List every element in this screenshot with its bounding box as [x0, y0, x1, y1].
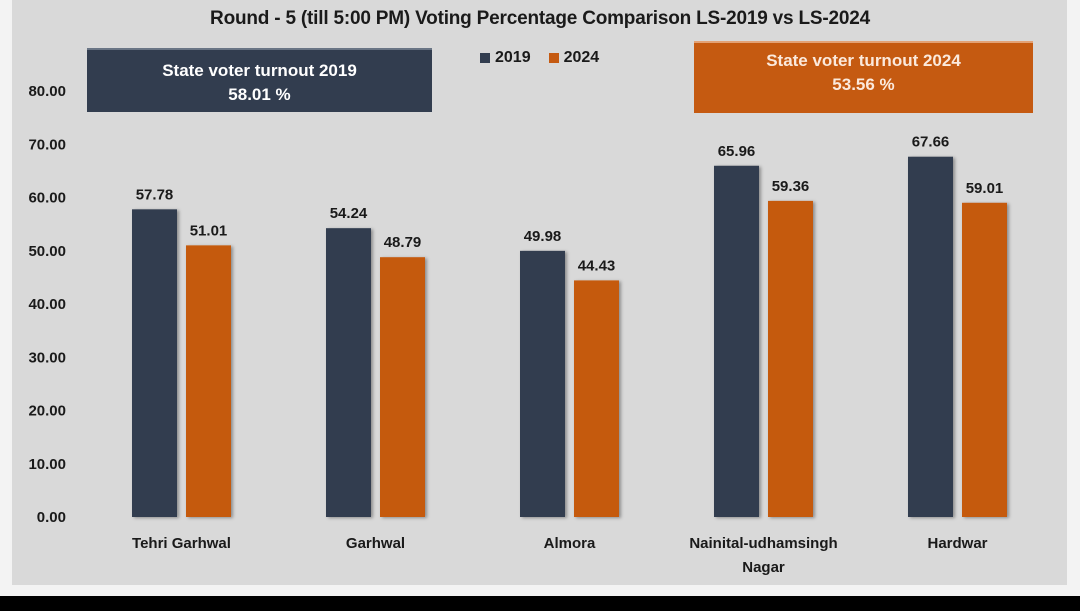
bar-2019-2 — [520, 250, 565, 517]
state-turnout-2019-box: State voter turnout 2019 58.01 % — [87, 48, 432, 112]
legend-swatch-2024 — [548, 53, 559, 63]
state-turnout-2019-title: State voter turnout 2019 — [162, 61, 357, 80]
bottom-black-bar — [0, 596, 1080, 611]
bar-2019-4 — [908, 156, 953, 517]
y-tick-label: 70.00 — [28, 136, 66, 153]
y-tick-label: 50.00 — [28, 243, 66, 260]
category-label: Nagar — [742, 559, 785, 576]
data-label-2019: 49.98 — [524, 228, 562, 245]
bar-2019-3 — [714, 165, 759, 517]
y-tick-label: 30.00 — [28, 349, 66, 366]
data-label-2024: 59.01 — [966, 180, 1004, 197]
data-label-2019: 54.24 — [330, 205, 368, 222]
state-turnout-2024-title: State voter turnout 2024 — [766, 51, 961, 70]
category-label: Tehri Garhwal — [132, 535, 231, 552]
bar-2024-3 — [768, 200, 813, 517]
data-label-2024: 44.43 — [578, 257, 616, 274]
y-tick-label: 60.00 — [28, 190, 66, 207]
bar-2019-1 — [326, 228, 371, 517]
bars: 57.78 51.01 54.24 48.79 49.98 44.43 65.96 59.36… — [132, 134, 1007, 518]
state-turnout-2019-value: 58.01 % — [228, 85, 291, 104]
chart-title: Round - 5 (till 5:00 PM) Voting Percenta… — [210, 8, 870, 29]
data-label-2019: 57.78 — [136, 186, 174, 203]
bar-2024-2 — [574, 280, 619, 517]
y-tick-label: 10.00 — [28, 456, 66, 473]
state-turnout-2024-value: 53.56 % — [832, 75, 895, 94]
chart-legend: 2019 2024 — [480, 49, 599, 67]
category-label: Garhwal — [346, 535, 405, 552]
legend-item-2024: 2024 — [548, 49, 600, 67]
data-label-2024: 51.01 — [190, 222, 228, 239]
bar-2019-0 — [132, 209, 177, 517]
y-tick-label: 0.00 — [37, 509, 66, 526]
category-label: Almora — [544, 535, 596, 552]
bar-2024-0 — [186, 245, 231, 517]
data-label-2019: 67.66 — [912, 134, 950, 151]
legend-swatch-2019 — [480, 53, 490, 63]
data-label-2019: 65.96 — [718, 143, 756, 160]
legend-label-2024: 2024 — [563, 49, 600, 66]
legend-item-2019: 2019 — [480, 49, 531, 67]
y-tick-label: 40.00 — [28, 296, 66, 313]
y-tick-label: 20.00 — [28, 403, 66, 420]
y-tick-label: 80.00 — [28, 83, 66, 100]
bar-2024-4 — [962, 202, 1007, 518]
data-label-2024: 59.36 — [772, 178, 810, 195]
state-turnout-2024-box: State voter turnout 2024 53.56 % — [694, 41, 1033, 113]
y-axis: 0.00 10.00 20.00 30.00 40.00 50.00 60.00 70.00 8… — [28, 83, 66, 526]
bar-2024-1 — [380, 257, 425, 517]
x-axis: Tehri Garhwal Garhwal Almora Nainital-udham… — [132, 535, 988, 576]
category-label: Nainital-udhamsingh — [689, 535, 837, 552]
data-label-2024: 48.79 — [384, 234, 422, 251]
category-label: Hardwar — [927, 535, 987, 552]
legend-label-2019: 2019 — [495, 49, 531, 66]
